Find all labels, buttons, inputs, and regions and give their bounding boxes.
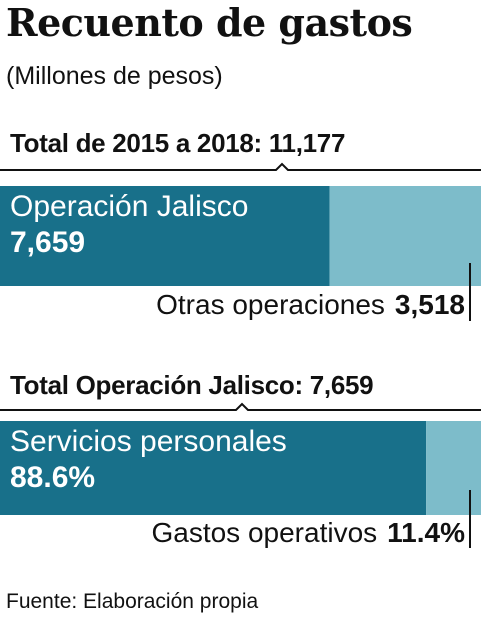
stacked-bar-2: Servicios personales 88.6%	[0, 421, 481, 515]
secondary-value-gastos-operativos: 11.4%	[387, 517, 465, 548]
bar-label-operacion-jalisco: Operación Jalisco	[10, 190, 249, 223]
source-note: Fuente: Elaboración propia	[6, 590, 259, 613]
bar-servicios-personales	[0, 421, 427, 515]
leader-line-1	[469, 263, 471, 321]
bar-gastos-operativos	[426, 421, 481, 515]
bar-operacion-jalisco	[0, 186, 330, 286]
stacked-bar-2-svg	[0, 421, 481, 515]
chart-title: Recuento de gastos	[6, 0, 413, 45]
secondary-row-2: Gastos operativos 11.4%	[151, 517, 465, 549]
bar-label-servicios-personales: Servicios personales	[10, 425, 287, 458]
secondary-name-gastos-operativos: Gastos operativos	[151, 517, 378, 548]
section-title-operacion-jalisco: Total Operación Jalisco: 7,659	[10, 370, 374, 400]
bar-value-operacion-jalisco: 7,659	[10, 226, 86, 259]
section-title-total: Total de 2015 a 2018: 11,177	[10, 128, 346, 158]
secondary-row-1: Otras operaciones 3,518	[156, 289, 465, 321]
bar-value-servicios-personales: 88.6%	[10, 461, 96, 494]
stacked-bar-1-svg	[0, 186, 481, 286]
secondary-name-otras-operaciones: Otras operaciones	[156, 289, 385, 320]
secondary-value-otras-operaciones: 3,518	[394, 289, 465, 320]
bar-otras-operaciones	[329, 186, 481, 286]
chart-subtitle: (Millones de pesos)	[6, 62, 223, 90]
leader-line-2	[469, 490, 471, 548]
stacked-bar-1: Operación Jalisco 7,659	[0, 186, 481, 286]
